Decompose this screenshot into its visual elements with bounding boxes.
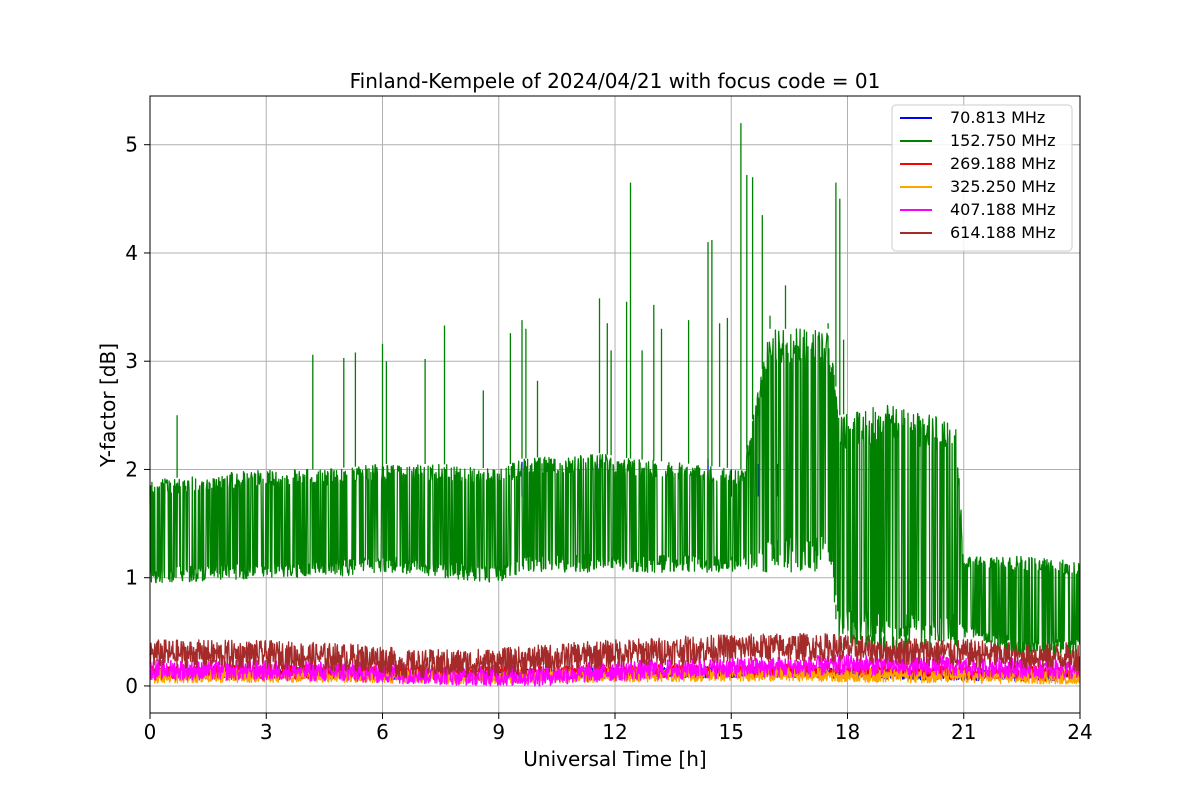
x-tick-label: 0 [144, 720, 157, 744]
legend-entry-label: 407.188 MHz [950, 200, 1055, 219]
x-tick-label: 3 [260, 720, 273, 744]
x-tick-label: 9 [492, 720, 505, 744]
series-lines [149, 123, 1081, 687]
legend-entry-label: 325.250 MHz [950, 177, 1055, 196]
x-tick-label: 6 [376, 720, 389, 744]
y-tick-label: 5 [125, 133, 138, 157]
y-tick-label: 0 [125, 674, 138, 698]
legend: 70.813 MHz 152.750 MHz 269.188 MHz 325.250 … [891, 104, 1073, 252]
y-tick-label: 1 [125, 566, 138, 590]
legend-box [891, 104, 1073, 252]
y-axis-label: Y-factor [dB] [96, 343, 120, 468]
x-axis-label: Universal Time [h] [523, 747, 706, 771]
series-line [149, 653, 1081, 687]
x-tick-label: 18 [835, 720, 860, 744]
legend-entry-label: 614.188 MHz [950, 223, 1055, 242]
y-tick-label: 3 [125, 349, 138, 373]
series-line [149, 632, 1081, 679]
legend-entry-label: 152.750 MHz [950, 131, 1055, 150]
series-line [149, 123, 1081, 655]
x-tick-label: 12 [602, 720, 627, 744]
chart-title: Finland-Kempele of 2024/04/21 with focus… [350, 69, 881, 93]
legend-entry-label: 70.813 MHz [950, 108, 1045, 127]
legend-entry-label: 269.188 MHz [950, 154, 1055, 173]
x-tick-label: 15 [719, 720, 744, 744]
x-tick-label: 21 [951, 720, 976, 744]
y-tick-label: 4 [125, 241, 138, 265]
y-tick-label: 2 [125, 457, 138, 481]
x-tick-label: 24 [1067, 720, 1092, 744]
